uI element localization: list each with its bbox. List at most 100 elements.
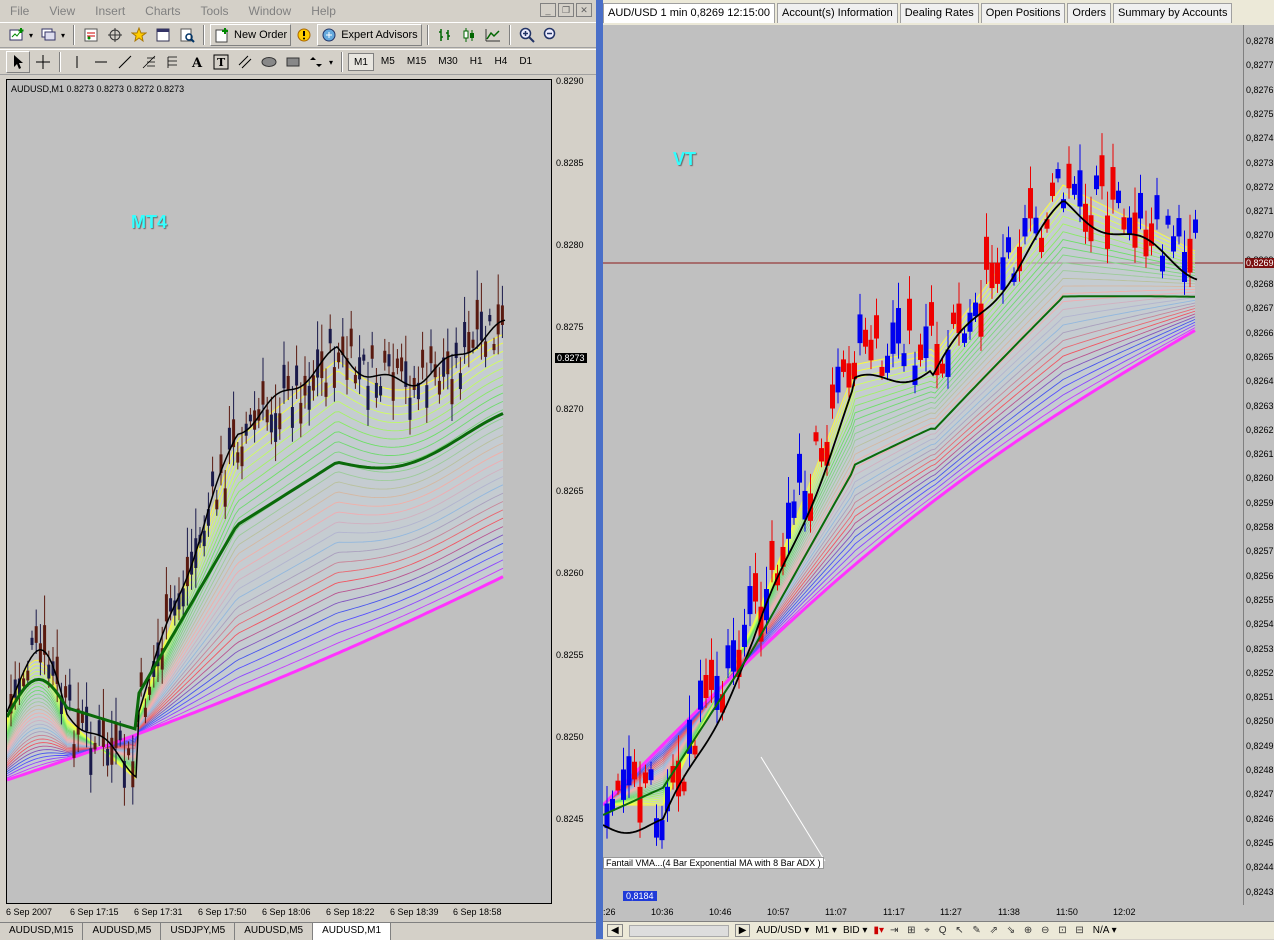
fibonacci-button[interactable] <box>138 51 160 73</box>
vt-time-label: 10:57 <box>767 907 790 917</box>
candle-body <box>934 343 940 376</box>
menu-charts[interactable]: Charts <box>145 4 181 18</box>
mt4-time-label: 6 Sep 17:15 <box>70 907 119 917</box>
vt-chart-plot[interactable]: VT Fantail VMA...(4 Bar Exponential MA w… <box>603 25 1243 905</box>
candle-body <box>282 364 286 389</box>
candle-body <box>269 414 273 433</box>
arrows-button[interactable]: ▾ <box>306 51 336 73</box>
chart-tab[interactable]: AUDUSD,M5 <box>83 923 162 940</box>
cursor-button[interactable] <box>6 51 30 73</box>
timeframe-d1[interactable]: D1 <box>519 56 533 67</box>
tab-account-information[interactable]: Account(s) Information <box>777 3 898 23</box>
scroll-left-icon[interactable]: ◀ <box>607 924 623 937</box>
na-select[interactable]: N/A ▾ <box>1092 925 1117 936</box>
zoom-out-button[interactable] <box>540 24 562 46</box>
candle-body <box>637 786 643 823</box>
timeframe-m30[interactable]: M30 <box>438 56 458 67</box>
channel-button[interactable] <box>234 51 256 73</box>
new-order-button[interactable]: New Order <box>210 24 292 46</box>
symbol-select[interactable]: AUD/USD ▾ <box>756 925 810 936</box>
vt-price-label: 0,8275 <box>1246 108 1274 119</box>
scrollbar-track[interactable] <box>628 924 729 937</box>
tab-orders[interactable]: Orders <box>1067 3 1112 23</box>
timeframe-m15[interactable]: M15 <box>406 56 427 67</box>
menu-file[interactable]: File <box>10 4 30 18</box>
mt4-chart-plot[interactable]: AUDUSD,M1 0.8273 0.8273 0.8272 0.8273 MT… <box>6 79 552 904</box>
candle-body <box>940 363 945 374</box>
text-label-button[interactable]: T <box>210 51 232 73</box>
timeframe-h1[interactable]: H1 <box>469 56 483 67</box>
mt4-price-label: 0.8290 <box>556 76 584 86</box>
chart-tab[interactable]: AUDUSD,M5 <box>235 923 314 940</box>
tester-button[interactable] <box>176 24 198 46</box>
chart-type-icon[interactable]: ▮▾ <box>873 925 884 936</box>
candle-body <box>1160 255 1165 272</box>
scroll-right-icon[interactable]: ▶ <box>734 924 751 937</box>
text-button[interactable]: A <box>186 51 208 73</box>
candle-body <box>632 761 637 780</box>
chart-tab[interactable]: AUDUSD,M15 <box>0 923 84 940</box>
meta-editor-button[interactable] <box>293 24 315 46</box>
vt-time-label: 12:02 <box>1113 907 1136 917</box>
timeframe-select[interactable]: M1 ▾ <box>815 925 837 936</box>
horizontal-line-button[interactable] <box>90 51 112 73</box>
trendline-button[interactable] <box>114 51 136 73</box>
candle-body <box>956 303 962 334</box>
candle-body <box>500 305 504 325</box>
chart-tab-active[interactable]: AUDUSD,M1 <box>313 923 392 940</box>
rectangle-button[interactable] <box>282 51 304 73</box>
ellipse-icon <box>261 57 277 67</box>
vma-black-line <box>603 200 1198 834</box>
timeframe-h4[interactable]: H4 <box>494 56 508 67</box>
profiles-button[interactable]: ▾ <box>38 24 68 46</box>
ellipse-button[interactable] <box>258 51 280 73</box>
tool-icons[interactable]: ⇥ ⊞ ⌖ Q ↖ ✎ ⇗ ⇘ ⊕ ⊖ ⊡ ⊟ <box>889 925 1087 936</box>
menu-view[interactable]: View <box>49 4 76 18</box>
candle-body <box>416 382 420 400</box>
symbol-value: AUD/USD <box>756 925 802 936</box>
fibo-fan-button[interactable] <box>162 51 184 73</box>
vt-time-label: 11:50 <box>1056 907 1078 917</box>
zoom-out-icon <box>543 27 555 40</box>
candle-body <box>604 803 610 829</box>
candle-body <box>709 659 714 690</box>
menu-window[interactable]: Window <box>248 4 292 18</box>
line-chart-button[interactable] <box>482 24 504 46</box>
candle-body <box>374 382 378 398</box>
timeframe-m1[interactable]: M1 <box>348 53 374 71</box>
zoom-in-button[interactable] <box>516 24 538 46</box>
crosshair-button[interactable] <box>32 51 54 73</box>
price-type-value: BID <box>842 925 860 936</box>
tab-summary-by-accounts[interactable]: Summary by Accounts <box>1113 3 1233 23</box>
data-window-button[interactable] <box>104 24 126 46</box>
terminal-button[interactable] <box>152 24 174 46</box>
new-chart-button[interactable]: ▾ <box>6 24 36 46</box>
candle-body <box>813 432 819 442</box>
price-type-select[interactable]: BID ▾ <box>842 925 868 936</box>
menu-insert[interactable]: Insert <box>95 4 126 18</box>
market-watch-button[interactable] <box>80 24 102 46</box>
restore-icon[interactable]: ❐ <box>558 3 574 17</box>
menu-tools[interactable]: Tools <box>200 4 229 18</box>
navigator-button[interactable] <box>128 24 150 46</box>
menu-help[interactable]: Help <box>311 4 336 18</box>
candle-body <box>1028 188 1033 219</box>
bar-chart-button[interactable] <box>434 24 456 46</box>
tab-open-positions[interactable]: Open Positions <box>980 3 1066 23</box>
horizontal-line-icon <box>95 61 107 63</box>
fantail-vma-label: Fantail VMA...(4 Bar Exponential MA with… <box>603 857 824 869</box>
timeframe-m5[interactable]: M5 <box>380 56 395 67</box>
mt4-time-label: 6 Sep 2007 <box>6 907 53 917</box>
expert-advisors-button[interactable]: Expert Advisors <box>317 24 422 46</box>
candle-body <box>232 419 236 448</box>
vt-price-label: 0,8264 <box>1246 376 1274 387</box>
candle-body <box>324 382 328 397</box>
candlestick-button[interactable] <box>458 24 480 46</box>
tab-audusd-chart[interactable]: AUD/USD 1 min 0,8269 12:15:00 <box>603 3 776 23</box>
close-icon[interactable]: ✕ <box>576 3 592 17</box>
tab-dealing-rates[interactable]: Dealing Rates <box>899 3 979 23</box>
vertical-line-button[interactable] <box>66 51 88 73</box>
chart-tab[interactable]: USDJPY,M5 <box>161 923 236 940</box>
minimize-icon[interactable]: _ <box>540 3 556 17</box>
fan-fill <box>603 185 1195 805</box>
